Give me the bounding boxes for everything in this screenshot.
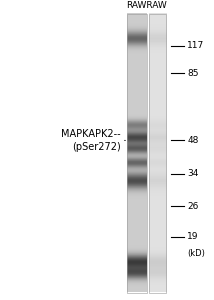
Text: 19: 19 — [187, 232, 199, 241]
Text: 34: 34 — [187, 169, 199, 178]
Text: MAPKAPK2--: MAPKAPK2-- — [61, 129, 121, 139]
Text: 48: 48 — [187, 136, 199, 145]
Text: RAWRAW: RAWRAW — [126, 2, 167, 10]
Text: 26: 26 — [187, 202, 199, 211]
Text: 117: 117 — [187, 41, 205, 50]
Text: 85: 85 — [187, 69, 199, 78]
Bar — [127, 14, 147, 292]
Text: (pSer272): (pSer272) — [72, 142, 121, 152]
Bar — [149, 14, 166, 292]
Text: (kD): (kD) — [187, 249, 205, 258]
